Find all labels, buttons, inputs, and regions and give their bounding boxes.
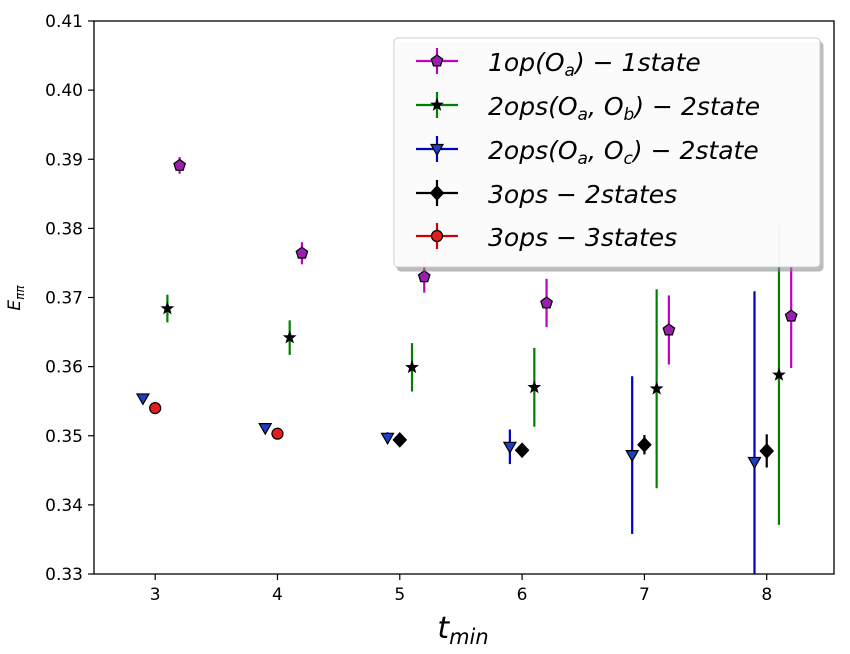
legend-label-3ops-2states: 3ops − 2states: [488, 180, 677, 209]
legend-handle-4: [416, 223, 458, 249]
legend-handle-1: [416, 92, 458, 118]
y-axis-label-sub: ππ: [13, 285, 27, 300]
x-tick-label-3: 3: [150, 585, 161, 605]
series-4: [149, 402, 284, 440]
legend-label-2ops-ac-2state: 2ops(Oa, Oc) − 2state: [488, 136, 759, 169]
data-point-s0-p2: [417, 270, 431, 283]
y-tick-label-7: 0.40: [45, 81, 83, 101]
legend: 1op(Oa) − 1state 2ops(Oa, Ob) − 2state 2…: [393, 37, 821, 268]
y-tick-label-0: 0.33: [45, 565, 83, 585]
data-point-s1-p4: [649, 381, 664, 395]
y-tick-label-3: 0.36: [45, 358, 83, 378]
legend-marker-4: [430, 229, 444, 243]
data-point-s2-p2: [380, 432, 395, 446]
x-tick-label-4: 4: [272, 585, 283, 605]
legend-marker-2: [429, 143, 445, 157]
data-point-s3-p1: [514, 442, 530, 459]
legend-handle-0: [416, 48, 458, 74]
data-point-s0-p4: [662, 323, 676, 336]
series-1: [160, 224, 786, 525]
legend-handle-2: [416, 136, 458, 162]
data-point-s1-p0: [160, 301, 175, 315]
data-point-s2-p1: [258, 423, 273, 436]
data-point-s3-p0: [392, 432, 408, 448]
data-point-s2-p5: [747, 456, 762, 470]
data-point-s4-p0: [149, 402, 162, 415]
data-point-s4-p1: [271, 427, 284, 440]
data-point-s0-p5: [784, 309, 798, 322]
x-axis-label: tmin: [437, 611, 488, 649]
x-axis-label-main: t: [437, 611, 450, 646]
data-point-s2-p4: [625, 450, 640, 463]
legend-label-2ops-ab-2state: 2ops(Oa, Ob) − 2state: [488, 92, 760, 125]
legend-handle-3: [416, 180, 458, 206]
y-tick-label-2: 0.35: [45, 427, 83, 447]
data-point-s1-p5: [772, 367, 786, 381]
data-point-s0-p0: [173, 158, 187, 171]
data-point-s3-p3: [759, 443, 775, 459]
axis-ticks: 3 4 5 6 7 8 0.33 0.34 0.35 0.36 0.37 0.38 0.39 0.40 0.…: [45, 12, 772, 605]
legend-marker-0: [430, 54, 444, 67]
data-point-s2-p3: [502, 441, 517, 455]
legend-label-3ops-3states: 3ops − 3states: [488, 223, 677, 252]
series-3: [392, 432, 775, 468]
data-point-s0-p3: [540, 296, 553, 309]
data-point-s1-p2: [405, 360, 419, 374]
legend-marker-3: [429, 185, 445, 201]
x-axis-label-sub: min: [449, 625, 489, 649]
y-tick-label-1: 0.34: [45, 496, 83, 516]
x-tick-label-8: 8: [761, 585, 772, 605]
y-tick-label-8: 0.41: [45, 12, 83, 32]
y-axis-label: Eππ: [5, 285, 27, 311]
data-point-s1-p3: [527, 380, 542, 394]
data-point-s0-p1: [295, 246, 309, 259]
legend-label-1op-1state: 1op(Oa) − 1state: [488, 48, 701, 81]
series-0: [173, 157, 798, 369]
x-tick-label-7: 7: [639, 585, 650, 605]
data-point-s1-p1: [282, 330, 297, 344]
legend-box: [393, 37, 821, 268]
y-tick-label-4: 0.37: [45, 289, 83, 309]
x-tick-label-6: 6: [517, 585, 528, 605]
plot-area: [135, 157, 798, 574]
series-2: [135, 291, 762, 574]
y-tick-label-5: 0.38: [45, 219, 83, 239]
x-tick-label-5: 5: [394, 585, 405, 605]
data-point-s2-p0: [135, 393, 150, 406]
legend-marker-1: [430, 97, 444, 111]
data-point-s3-p2: [637, 436, 652, 453]
y-tick-label-6: 0.39: [45, 150, 83, 170]
y-axis-label-main: E: [5, 300, 25, 311]
